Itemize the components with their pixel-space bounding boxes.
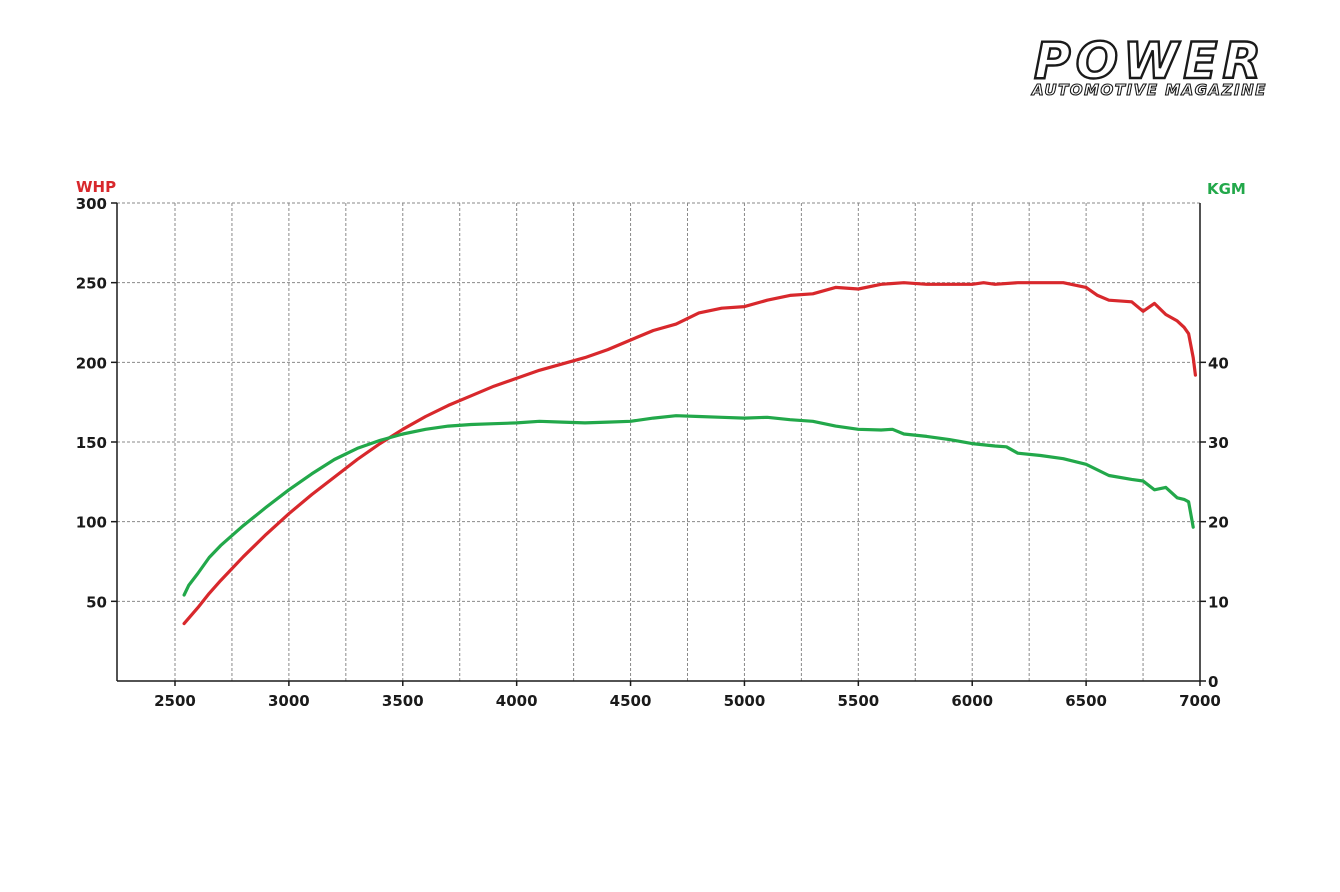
power-magazine-logo: POWER AUTOMOTIVE MAGAZINE: [1030, 38, 1267, 100]
torque-line: [182, 414, 1195, 597]
y-left-tick-label: 150: [76, 434, 107, 452]
y-right-tick-label: 20: [1208, 514, 1229, 532]
y-right-axis-title: KGM: [1207, 180, 1246, 198]
y-left-tick-label: 50: [86, 593, 107, 611]
chart-series: [182, 281, 1197, 626]
logo-wordmark: POWER: [1034, 38, 1266, 90]
y-right-tick-label: 10: [1208, 593, 1229, 611]
y-left-tick-label: 300: [76, 195, 107, 213]
logo-tagline: AUTOMOTIVE MAGAZINE: [1031, 81, 1267, 99]
power-line: [182, 281, 1197, 626]
y-right-tick-label: 0: [1208, 673, 1218, 691]
y-left-tick-label: 200: [76, 354, 107, 372]
chart-axes: [111, 202, 1206, 686]
y-right-tick-label: 30: [1208, 434, 1229, 452]
chart-grid: [117, 202, 1201, 681]
y-left-tick-label: 250: [76, 275, 107, 293]
y-right-tick-label: 40: [1208, 354, 1229, 372]
x-tick-label: 6000: [951, 692, 993, 710]
x-tick-label: 3500: [382, 692, 424, 710]
x-tick-label: 4500: [610, 692, 652, 710]
x-tick-label: 6500: [1065, 692, 1107, 710]
x-tick-label: 7000: [1179, 692, 1221, 710]
x-tick-label: 5500: [837, 692, 879, 710]
x-tick-label: 3000: [268, 692, 310, 710]
x-tick-label: 2500: [154, 692, 196, 710]
y-left-axis-title: WHP: [76, 178, 116, 196]
x-tick-label: 4000: [496, 692, 538, 710]
chart-tick-labels: 2500 3000 3500 4000 4500 5000 5500 6000 6500 7000…: [76, 195, 1229, 710]
y-left-tick-label: 100: [76, 514, 107, 532]
x-tick-label: 5000: [724, 692, 766, 710]
